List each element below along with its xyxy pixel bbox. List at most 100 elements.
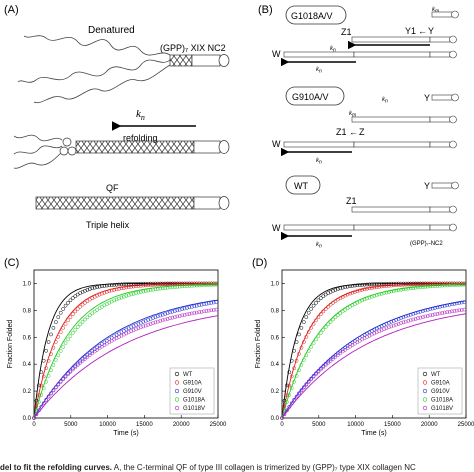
- data-point-g1018v: [54, 385, 58, 390]
- data-point-g1018a: [455, 283, 459, 287]
- data-point-wt: [287, 370, 292, 375]
- data-point-g910v: [92, 347, 97, 352]
- data-point-wt: [292, 348, 296, 353]
- data-point-wt: [122, 282, 126, 287]
- nc2-cap-top: [218, 54, 230, 67]
- data-point-wt: [348, 284, 352, 289]
- data-point-g910v: [141, 319, 146, 324]
- data-point-g910a: [66, 318, 70, 323]
- y-tick-label: 0.8: [23, 308, 32, 314]
- data-point-g910v: [175, 308, 180, 313]
- data-point-g1018v: [450, 309, 454, 314]
- data-point-g910a: [136, 284, 141, 288]
- data-point-wt: [83, 288, 87, 293]
- data-point-wt: [340, 285, 345, 290]
- data-point-g910a: [153, 282, 158, 287]
- data-point-g910v: [160, 312, 165, 317]
- y-tick-label: 0.2: [23, 389, 32, 395]
- data-point-g1018a: [165, 285, 170, 290]
- panel-label: (C): [4, 257, 19, 269]
- data-point-g1018v: [190, 311, 194, 316]
- data-point-wt: [333, 287, 338, 292]
- data-point-g1018a: [411, 286, 416, 290]
- data-point-g1018a: [83, 317, 87, 322]
- data-point-g1018v: [153, 320, 158, 325]
- data-point-g1018a: [306, 349, 311, 353]
- data-point-g1018v: [134, 327, 138, 332]
- data-point-g1018a: [136, 290, 141, 295]
- data-point-g1018a: [406, 286, 411, 291]
- data-point-g1018a: [197, 283, 202, 288]
- data-point-g910v: [163, 312, 168, 316]
- data-point-g1018v: [326, 360, 330, 365]
- data-point-wt: [41, 358, 46, 363]
- data-point-wt: [377, 282, 382, 286]
- data-point-g1018v: [394, 322, 399, 327]
- z-label-2: Z: [359, 127, 365, 137]
- data-point-g1018a: [445, 283, 450, 288]
- data-point-g1018a: [421, 285, 425, 289]
- data-point-g1018a: [357, 299, 362, 304]
- data-point-g1018v: [158, 319, 163, 323]
- data-point-g1018a: [311, 341, 316, 345]
- y-cap-3: [451, 181, 459, 190]
- data-point-wt: [355, 283, 360, 288]
- data-point-g1018v: [382, 327, 386, 332]
- data-point-g1018v: [44, 398, 48, 402]
- data-point-g1018a: [214, 282, 219, 287]
- data-point-g910a: [428, 282, 433, 286]
- data-point-g1018a: [333, 315, 338, 320]
- data-point-g910v: [435, 305, 440, 310]
- data-point-g1018a: [360, 298, 365, 303]
- data-point-g910a: [177, 282, 182, 286]
- data-point-g1018v: [109, 338, 114, 343]
- data-point-g910a: [71, 312, 75, 316]
- data-point-g910a: [131, 284, 136, 289]
- y-tick-label: 0.2: [271, 389, 280, 395]
- data-point-g910a: [97, 292, 102, 297]
- data-point-g1018a: [34, 407, 39, 412]
- data-point-g1018v: [56, 382, 61, 387]
- data-point-g1018a: [396, 288, 401, 292]
- data-point-g1018v: [37, 408, 41, 413]
- data-point-g1018v: [58, 380, 63, 384]
- nucleation-a3: [67, 146, 77, 156]
- data-point-g910a: [112, 287, 117, 292]
- strand-w-3b: [353, 224, 431, 231]
- data-point-g1018a: [374, 293, 379, 297]
- data-point-g1018v: [374, 330, 379, 335]
- legend-label: WT: [431, 372, 441, 378]
- data-point-wt: [129, 282, 134, 286]
- nc2-cap-bottom: [218, 196, 230, 210]
- data-point-g1018a: [433, 284, 437, 288]
- y-label-1: Y: [428, 26, 434, 36]
- data-point-g910v: [336, 351, 340, 355]
- data-point-g1018a: [170, 285, 175, 290]
- data-point-g910a: [438, 281, 442, 286]
- data-point-g1018a: [112, 298, 117, 303]
- data-point-g910a: [39, 383, 44, 388]
- nucleation-a2: [59, 146, 69, 156]
- data-point-g1018a: [379, 291, 384, 296]
- data-point-g910a: [75, 307, 80, 311]
- partial-chain-1: [13, 134, 63, 142]
- data-point-g910a: [148, 283, 153, 287]
- y-tick-label: 0.8: [271, 308, 280, 314]
- legend-marker: [174, 405, 180, 411]
- nc2-domain-bottom: [193, 196, 221, 210]
- data-point-g1018v: [338, 351, 343, 356]
- data-point-wt: [51, 325, 56, 330]
- data-point-g1018a: [430, 284, 435, 289]
- data-point-g1018a: [328, 319, 333, 324]
- data-point-g1018a: [100, 304, 104, 309]
- data-point-g910a: [389, 283, 394, 288]
- data-point-g910v: [134, 323, 138, 327]
- data-point-g910a: [331, 300, 335, 305]
- data-point-g1018v: [143, 323, 148, 328]
- denatured-chain-1: [23, 35, 171, 56]
- y1-label-1: Y1: [405, 26, 416, 36]
- data-point-g910v: [194, 303, 199, 308]
- data-point-g910v: [421, 309, 425, 313]
- data-point-g910a: [297, 352, 301, 356]
- data-point-g1018a: [331, 317, 335, 322]
